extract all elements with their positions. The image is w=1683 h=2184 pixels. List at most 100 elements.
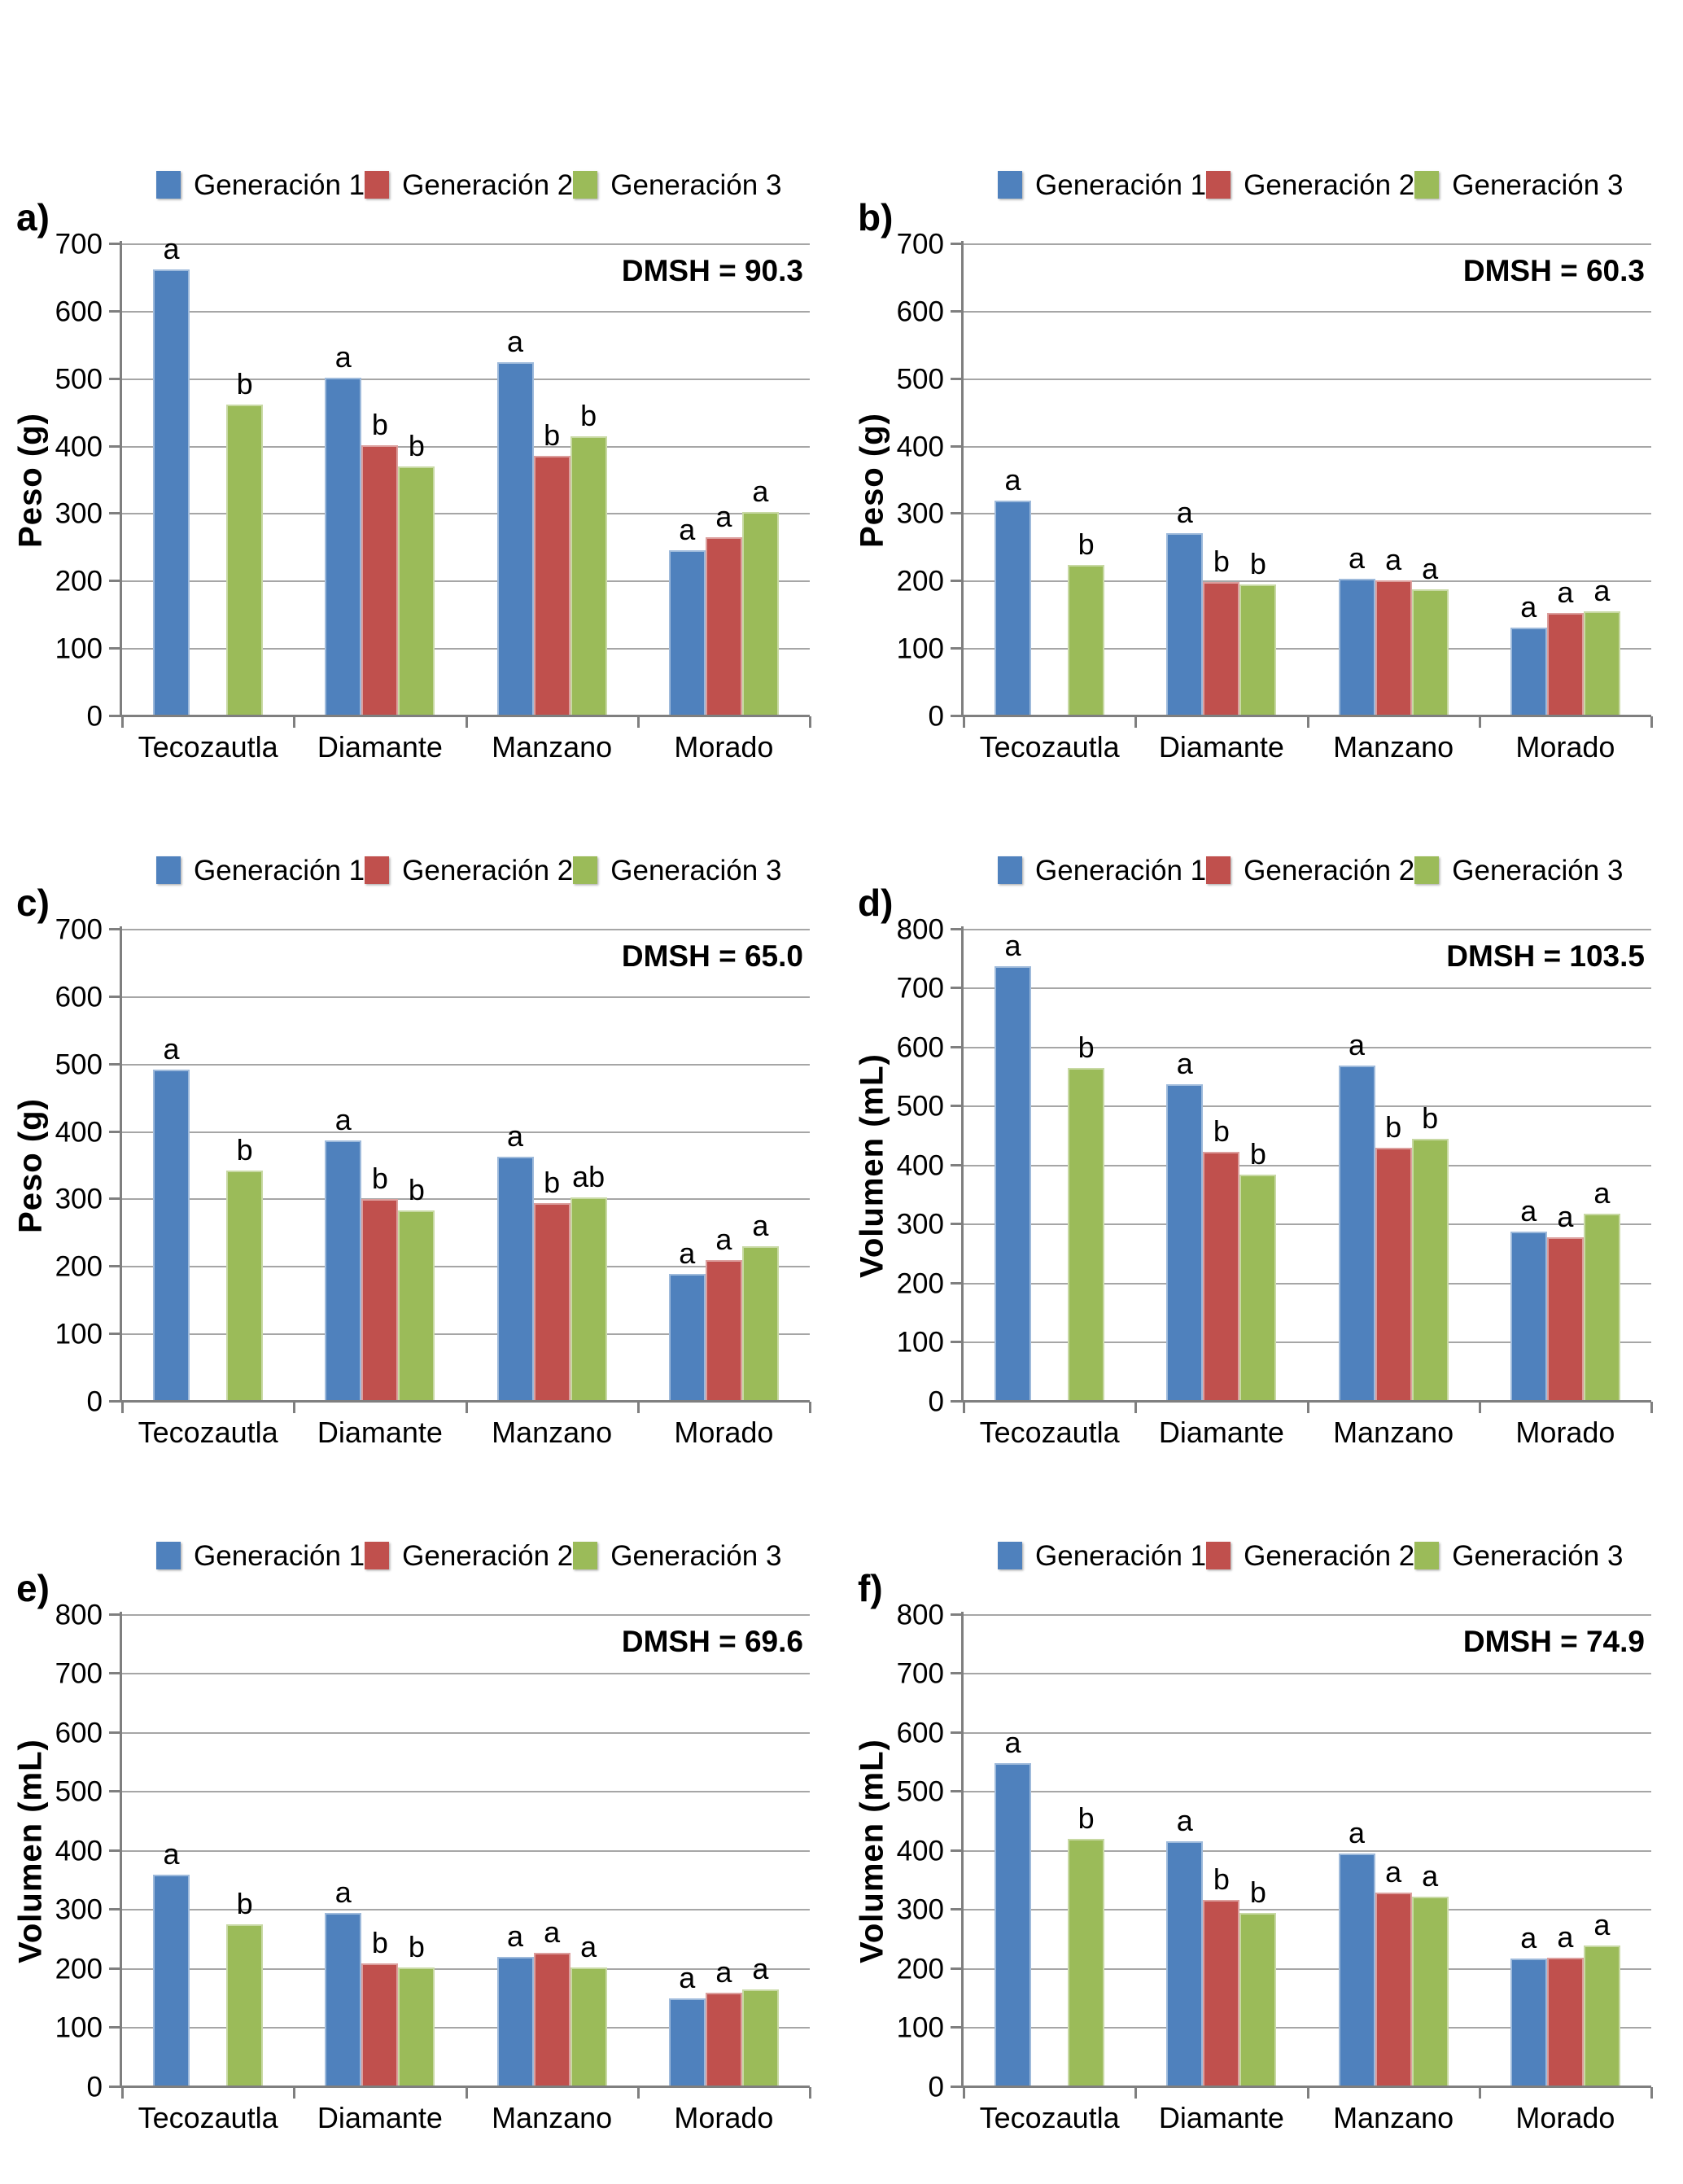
y-tick-mark (951, 1400, 962, 1403)
y-axis-tick-label: 700 (55, 913, 103, 946)
gridline (964, 648, 1651, 650)
significance-letter: b (580, 399, 597, 432)
significance-letter: a (1385, 543, 1402, 576)
panel-letter: a) (16, 196, 50, 239)
bar-slot: a (994, 244, 1032, 716)
y-axis-line (961, 1612, 964, 2087)
panel-letter: f) (858, 1567, 883, 1609)
significance-letter: a (1176, 1047, 1193, 1080)
gridline (122, 379, 810, 380)
significance-letter: a (1349, 1816, 1366, 1849)
significance-letter: b (1249, 547, 1266, 580)
legend-item: Generación 3 (573, 171, 781, 199)
significance-letter: a (1004, 463, 1021, 497)
y-tick-mark (951, 1282, 962, 1285)
significance-letter: a (163, 1032, 180, 1066)
bar-morado-serie3: a (741, 477, 779, 716)
x-axis-tick-label: Tecozautla (138, 2101, 278, 2134)
significance-letter: a (334, 1875, 352, 1909)
significance-letter: a (1593, 574, 1611, 607)
y-axis-tick-label: 300 (55, 1893, 103, 1926)
gridline (964, 311, 1651, 313)
panel-letter: e) (16, 1567, 50, 1609)
gridline (122, 1850, 810, 1852)
y-axis-tick-label: 800 (55, 1599, 103, 1631)
y-tick-mark (109, 1731, 120, 1734)
gridline (964, 513, 1651, 514)
bar-morado-serie3: a (741, 1954, 779, 2087)
gridline (964, 1673, 1651, 1674)
y-tick-mark (109, 378, 120, 380)
bar-diamante-serie2: b (361, 1164, 399, 1402)
y-tick-mark (951, 1731, 962, 1734)
y-tick-mark (109, 580, 120, 582)
significance-letter: a (715, 1955, 732, 1989)
legend-label: Generación 1 (1035, 1539, 1207, 1572)
legend-item: Generación 2 (365, 1542, 573, 1570)
bar-slot: a (1583, 1615, 1620, 2087)
gridline (964, 987, 1651, 989)
bar-slot: a (496, 930, 534, 1402)
significance-letter: b (408, 1173, 425, 1206)
x-axis-labels: Tecozautla Diamante Manzano Morado (122, 731, 810, 764)
y-tick-mark (951, 1613, 962, 1616)
significance-letter: b (1213, 545, 1230, 578)
significance-letter: a (1176, 1804, 1193, 1837)
x-axis-tick-label: Diamante (317, 730, 443, 764)
y-axis-tick-label: 200 (55, 1250, 103, 1283)
x-tick-mark (809, 1402, 811, 1413)
significance-letter: a (507, 1919, 524, 1953)
legend: Generación 1 Generación 2 Generación 3 (964, 852, 1651, 888)
significance-letter: b (1249, 1875, 1266, 1909)
x-tick-mark (1650, 716, 1653, 728)
gridline (122, 1198, 810, 1200)
significance-letter: b (1213, 1862, 1230, 1896)
y-tick-mark (109, 1400, 120, 1403)
significance-letter: b (236, 1887, 253, 1920)
bar-slot: a (1338, 1615, 1375, 2087)
x-tick-mark (637, 1402, 640, 1413)
y-tick-mark (109, 1672, 120, 1674)
chart-panel-b: Generación 1 Generación 2 Generación 3 b) Pe… (842, 122, 1683, 808)
legend-label: Generación 2 (1244, 854, 1415, 886)
bar-slot: a (1583, 244, 1620, 716)
bar-slot: b (533, 930, 570, 1402)
bar-slot: a (741, 930, 779, 1402)
y-axis-tick-label: 100 (896, 1326, 944, 1359)
y-axis-tick-label: 800 (896, 1599, 944, 1631)
bar-slot: b (1239, 244, 1277, 716)
x-axis-tick-label: Morado (1515, 2101, 1615, 2134)
x-axis-line (120, 1400, 810, 1403)
bar-slot (190, 930, 226, 1402)
y-tick-mark (109, 647, 120, 650)
y-tick-mark (951, 928, 962, 930)
significance-letter: b (1385, 1110, 1402, 1144)
legend-item: Generación 1 (156, 1542, 365, 1570)
bar-tecozautla-serie1: a (153, 234, 190, 716)
legend: Generación 1 Generación 2 Generación 3 (122, 167, 810, 203)
legend-item: Generación 2 (365, 856, 573, 885)
x-axis-tick-label: Tecozautla (138, 730, 278, 764)
bar-slot (190, 1615, 226, 2087)
x-axis-labels: Tecozautla Diamante Manzano Morado (122, 1416, 810, 1449)
gridline (964, 1850, 1651, 1852)
y-tick-mark (951, 1849, 962, 1852)
y-axis-tick-label: 100 (55, 1318, 103, 1350)
y-tick-mark (109, 1265, 120, 1267)
y-axis-tick-label: 600 (55, 295, 103, 328)
x-tick-mark (121, 2087, 124, 2099)
y-axis-tick-label: 600 (55, 981, 103, 1013)
legend-swatch-icon (573, 856, 598, 884)
legend-label: Generación 2 (1244, 169, 1415, 201)
significance-letter: a (1557, 576, 1574, 609)
y-tick-mark (109, 1131, 120, 1133)
legend-label: Generación 3 (1452, 169, 1624, 201)
legend-label: Generación 3 (610, 1539, 782, 1572)
significance-letter: b (1249, 1137, 1266, 1171)
y-tick-mark (951, 445, 962, 448)
gridline (964, 1341, 1651, 1343)
